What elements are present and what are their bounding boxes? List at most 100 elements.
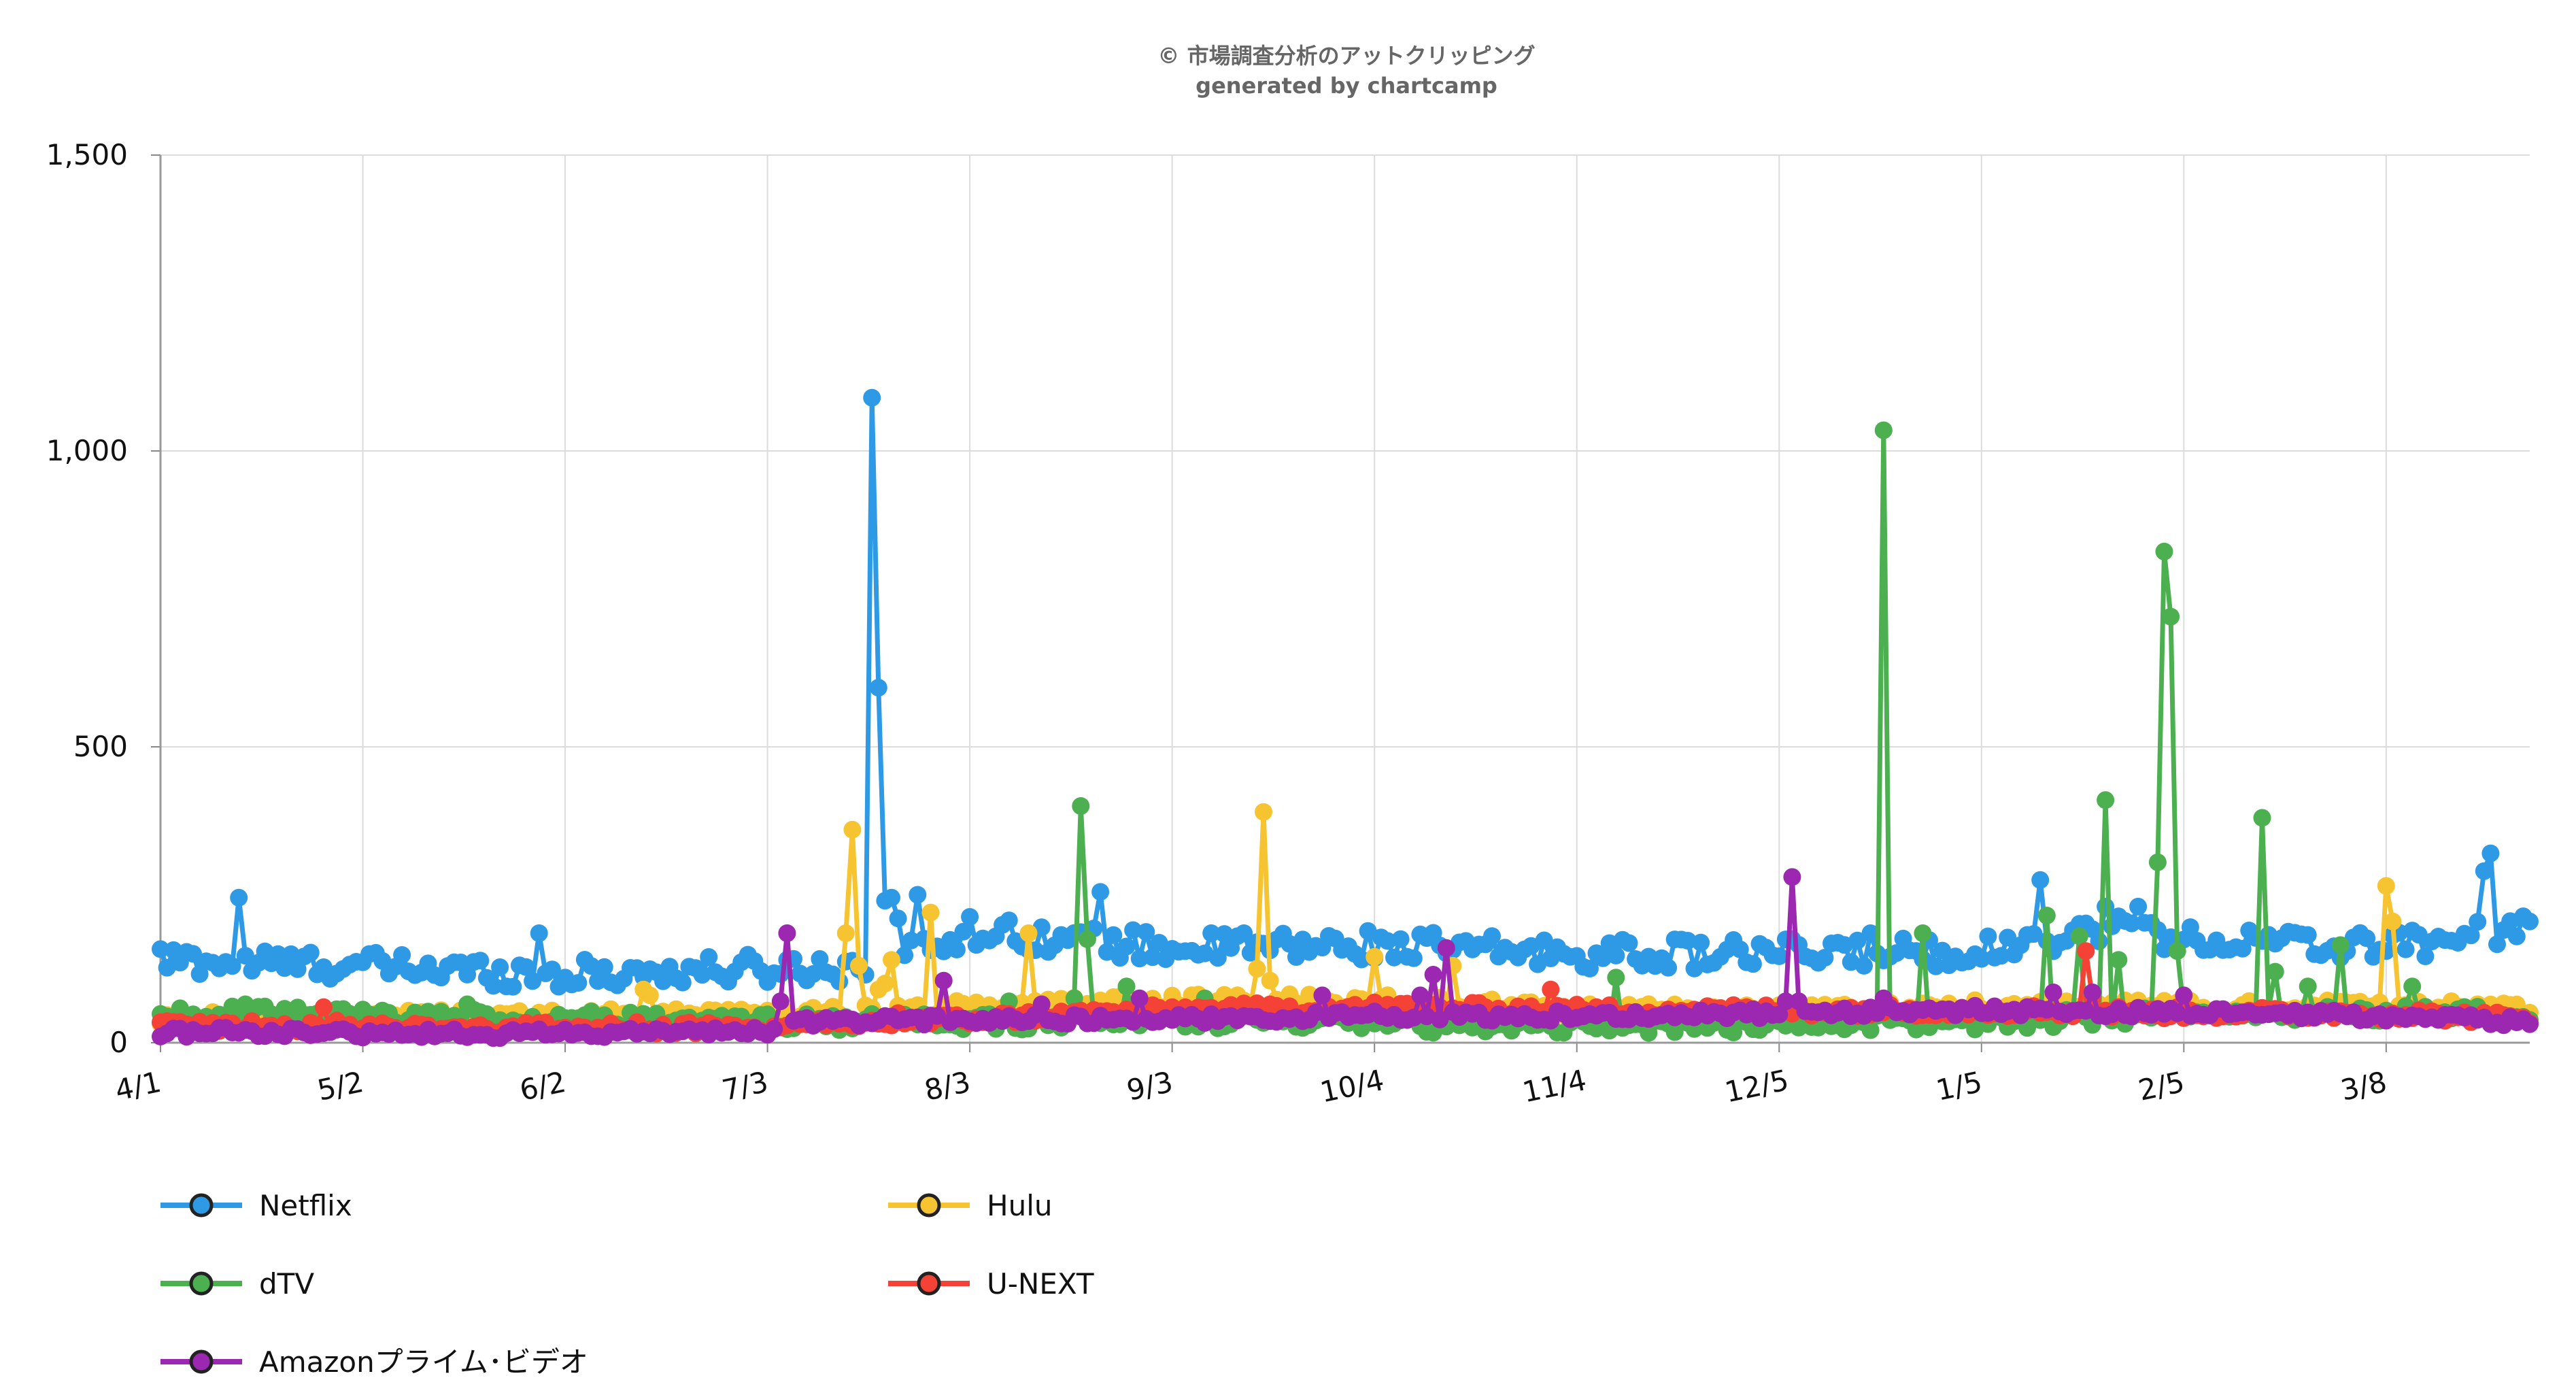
- data-point[interactable]: [2148, 853, 2167, 871]
- data-point[interactable]: [1130, 950, 1149, 968]
- data-point[interactable]: [2162, 607, 2180, 626]
- data-point[interactable]: [1404, 949, 1423, 967]
- data-point[interactable]: [1104, 926, 1123, 944]
- data-point[interactable]: [1032, 995, 1051, 1013]
- data-point[interactable]: [954, 922, 972, 941]
- data-point[interactable]: [2475, 862, 2493, 880]
- data-point[interactable]: [2044, 984, 2063, 1001]
- data-point[interactable]: [236, 947, 254, 965]
- data-point[interactable]: [1313, 986, 1332, 1005]
- data-point[interactable]: [569, 974, 588, 992]
- data-point[interactable]: [471, 952, 490, 970]
- data-point[interactable]: [1535, 931, 1553, 950]
- data-point[interactable]: [543, 960, 561, 979]
- legend[interactable]: Netflix Hulu dTV U-NEXT Amazonプライム･ビデオ: [160, 1189, 1094, 1379]
- data-point[interactable]: [2181, 918, 2199, 937]
- data-point[interactable]: [230, 888, 248, 907]
- data-point[interactable]: [883, 888, 900, 907]
- data-point[interactable]: [1391, 930, 1410, 948]
- data-point[interactable]: [641, 986, 659, 1005]
- data-point[interactable]: [1261, 971, 1279, 990]
- data-point[interactable]: [184, 945, 202, 963]
- data-point[interactable]: [1019, 924, 1038, 942]
- data-point[interactable]: [2377, 877, 2395, 895]
- data-point[interactable]: [811, 950, 829, 968]
- data-point[interactable]: [1861, 924, 1880, 942]
- data-point[interactable]: [2175, 986, 2193, 1005]
- data-point[interactable]: [1744, 955, 1762, 973]
- data-point[interactable]: [771, 992, 790, 1011]
- data-point[interactable]: [1437, 939, 1455, 957]
- data-point[interactable]: [1992, 947, 2010, 965]
- data-point[interactable]: [1385, 948, 1403, 967]
- legend-item-dtv[interactable]: dTV: [160, 1267, 314, 1300]
- data-point[interactable]: [1770, 947, 1789, 965]
- data-point[interactable]: [883, 951, 900, 969]
- data-point[interactable]: [1404, 1009, 1423, 1026]
- data-point[interactable]: [2122, 914, 2141, 933]
- data-point[interactable]: [843, 820, 862, 839]
- data-point[interactable]: [1542, 980, 1560, 998]
- data-point[interactable]: [1378, 932, 1397, 950]
- data-point[interactable]: [804, 965, 822, 983]
- data-point[interactable]: [2077, 942, 2095, 960]
- data-point[interactable]: [2168, 942, 2186, 960]
- data-point[interactable]: [1855, 956, 1873, 975]
- data-point[interactable]: [1816, 949, 1834, 967]
- data-point[interactable]: [1874, 421, 1893, 439]
- data-point[interactable]: [2521, 1015, 2539, 1033]
- data-point[interactable]: [1366, 947, 1384, 966]
- data-point[interactable]: [1091, 883, 1110, 901]
- data-point[interactable]: [1999, 928, 2017, 947]
- data-point[interactable]: [1607, 946, 1625, 964]
- data-point[interactable]: [2384, 912, 2402, 930]
- data-point[interactable]: [2481, 844, 2500, 862]
- data-point[interactable]: [1117, 937, 1136, 956]
- legend-item-hulu[interactable]: Hulu: [888, 1189, 1053, 1222]
- data-point[interactable]: [2037, 907, 2056, 924]
- data-point[interactable]: [1979, 927, 1997, 945]
- data-point[interactable]: [1692, 933, 1710, 952]
- data-point[interactable]: [1861, 1021, 1880, 1039]
- data-point[interactable]: [889, 909, 907, 928]
- data-point[interactable]: [1255, 803, 1272, 821]
- data-point[interactable]: [301, 943, 320, 962]
- data-point[interactable]: [2037, 1001, 2056, 1019]
- data-point[interactable]: [275, 959, 294, 977]
- data-point[interactable]: [1411, 986, 1429, 1005]
- data-point[interactable]: [863, 388, 881, 407]
- data-point[interactable]: [1483, 927, 1501, 945]
- data-point[interactable]: [1678, 932, 1697, 950]
- data-point[interactable]: [1848, 931, 1867, 950]
- data-point[interactable]: [2031, 871, 2050, 889]
- data-point[interactable]: [2416, 947, 2435, 965]
- data-point[interactable]: [282, 945, 300, 963]
- data-point[interactable]: [2129, 897, 2148, 916]
- data-point[interactable]: [1770, 1005, 1789, 1024]
- data-point[interactable]: [524, 972, 542, 990]
- data-point[interactable]: [1907, 1020, 1925, 1039]
- data-point[interactable]: [2266, 962, 2284, 981]
- data-point[interactable]: [1208, 949, 1227, 967]
- data-point[interactable]: [517, 958, 535, 976]
- data-point[interactable]: [1431, 1010, 1449, 1028]
- data-point[interactable]: [902, 931, 920, 950]
- data-point[interactable]: [1580, 960, 1599, 977]
- data-point[interactable]: [2396, 940, 2415, 958]
- data-point[interactable]: [2024, 925, 2043, 943]
- data-point[interactable]: [2155, 542, 2173, 560]
- data-point[interactable]: [2403, 977, 2422, 996]
- data-point[interactable]: [1143, 948, 1162, 967]
- data-point[interactable]: [2507, 927, 2526, 945]
- data-point[interactable]: [1117, 977, 1136, 996]
- data-point[interactable]: [1607, 969, 1625, 987]
- data-point[interactable]: [1914, 924, 1932, 942]
- data-point[interactable]: [1665, 1023, 1684, 1041]
- data-point[interactable]: [1000, 911, 1018, 930]
- data-point[interactable]: [961, 908, 979, 926]
- data-point[interactable]: [393, 946, 411, 964]
- data-point[interactable]: [595, 958, 613, 976]
- data-point[interactable]: [1235, 924, 1253, 942]
- data-point[interactable]: [314, 998, 333, 1016]
- data-point[interactable]: [1248, 960, 1266, 978]
